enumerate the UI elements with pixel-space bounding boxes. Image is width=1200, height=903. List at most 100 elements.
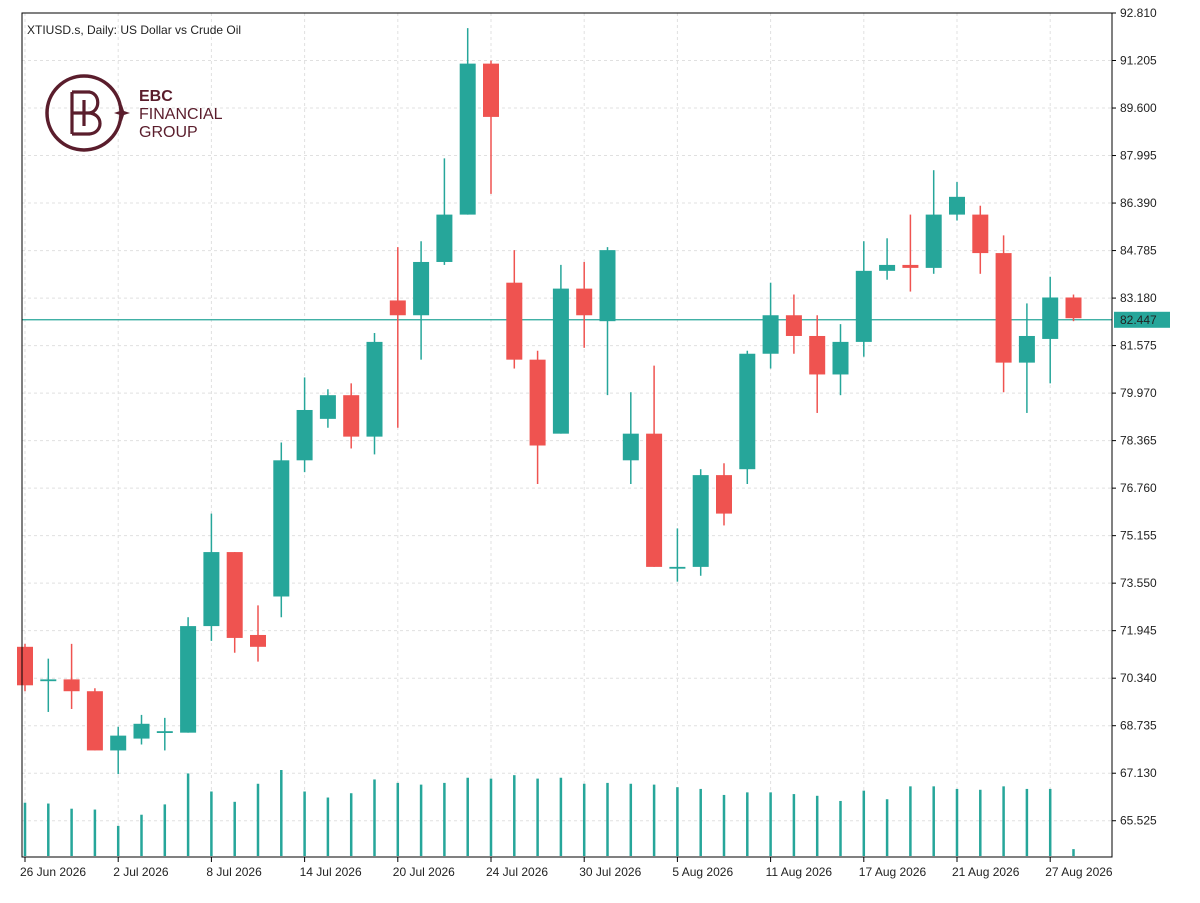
candle-bearish [483, 60, 499, 194]
candle-body [506, 282, 523, 360]
volume-bar [862, 790, 866, 856]
candle-body [133, 723, 150, 739]
y-tick-label: 92.810 [1120, 6, 1157, 20]
volume-bar [140, 814, 143, 856]
candle-body [250, 634, 266, 647]
candle-body [86, 691, 103, 751]
candle-body [949, 196, 965, 215]
volume-bar [233, 801, 236, 856]
candle-bearish [972, 205, 989, 274]
candle-body [972, 214, 989, 254]
candle-bullish [622, 392, 639, 484]
candle-body [40, 679, 57, 682]
volume-bar [559, 777, 563, 856]
candles [17, 28, 1082, 775]
volume-bar [23, 802, 27, 856]
candle-body [413, 261, 430, 316]
candle-body [739, 353, 756, 470]
volume-bar [186, 773, 190, 856]
candle-body [436, 214, 453, 262]
volume-bar [606, 782, 609, 856]
y-axis: 92.810 91.205 89.600 87.995 86.390 84.785 83.1… [1112, 6, 1157, 828]
volume-bar [885, 799, 889, 856]
candle-bullish [296, 377, 313, 473]
y-tick-label: 79.970 [1120, 386, 1157, 400]
volume-bar [489, 778, 493, 856]
volume-bar [47, 803, 50, 856]
candle-body [995, 253, 1012, 363]
volume-bar [70, 808, 73, 856]
candle-bearish [17, 643, 33, 692]
x-tick-label: 21 Aug 2026 [952, 865, 1020, 879]
candle-bearish [646, 365, 663, 567]
candle-body [156, 731, 173, 733]
candle-bullish [599, 247, 616, 396]
volume-bar [256, 783, 260, 856]
candle-bearish [716, 463, 732, 526]
y-tick-label: 81.575 [1120, 339, 1157, 353]
candle-bearish [809, 315, 826, 413]
x-tick-label: 27 Aug 2026 [1045, 865, 1113, 879]
volume-bar [93, 809, 97, 856]
candle-bullish [925, 170, 942, 274]
volume-bar [163, 804, 167, 856]
volume-bar [676, 787, 679, 856]
candle-bullish [133, 714, 150, 745]
volume-bar [1002, 786, 1005, 856]
y-tick-label: 83.180 [1120, 291, 1157, 305]
candle-body [646, 433, 663, 567]
volume-bar [839, 800, 842, 856]
candle-body [692, 475, 709, 567]
candle-body [459, 63, 476, 215]
candle-bearish [226, 552, 243, 653]
candle-bearish [86, 688, 103, 751]
candle-body [576, 288, 593, 316]
logo-text-ebc: EBC [139, 88, 173, 105]
y-tick-label: 71.945 [1120, 624, 1157, 638]
volume-bar [629, 783, 633, 856]
candle-body [902, 264, 919, 268]
candle-bullish [40, 658, 57, 712]
volume-bar [1025, 788, 1029, 856]
volume-bar [210, 791, 213, 856]
x-tick-label: 11 Aug 2026 [766, 865, 833, 879]
volume-bar [909, 786, 912, 856]
candle-body [1042, 297, 1059, 339]
volume-bar [419, 784, 423, 856]
candle-bullish [156, 717, 173, 751]
y-tick-label: 65.525 [1120, 814, 1157, 828]
candle-bullish [669, 528, 686, 582]
candle-bullish [319, 389, 336, 428]
candle-bearish [995, 235, 1012, 393]
candle-bullish [692, 469, 709, 576]
candle-body [366, 341, 383, 437]
candle-body [1018, 335, 1035, 363]
candle-bearish [1065, 294, 1082, 322]
x-tick-label: 5 Aug 2026 [672, 865, 733, 879]
candle-bearish [250, 605, 266, 662]
candle-body [273, 460, 290, 597]
candle-bullish [413, 241, 430, 360]
candle-bullish [436, 158, 453, 265]
candle-body [17, 646, 33, 686]
volume-bar [303, 791, 306, 856]
candle-body [879, 264, 896, 271]
x-tick-label: 8 Jul 2026 [206, 865, 262, 879]
candle-body [599, 250, 616, 322]
logo-text-group: GROUP [139, 124, 198, 141]
candle-body [669, 566, 686, 569]
candle-bullish [203, 513, 220, 641]
y-tick-label: 68.735 [1120, 719, 1157, 733]
candle-bullish [459, 28, 476, 215]
candle-body [483, 63, 499, 117]
candle-bullish [180, 617, 197, 733]
candle-bullish [110, 726, 127, 775]
volume-bar [373, 779, 376, 856]
candle-body [180, 626, 197, 733]
candle-body [226, 552, 243, 638]
volume-bar [815, 795, 819, 856]
candle-body [855, 270, 872, 342]
volume-bar [536, 778, 539, 856]
x-tick-label: 20 Jul 2026 [393, 865, 455, 879]
candle-body [296, 409, 313, 461]
